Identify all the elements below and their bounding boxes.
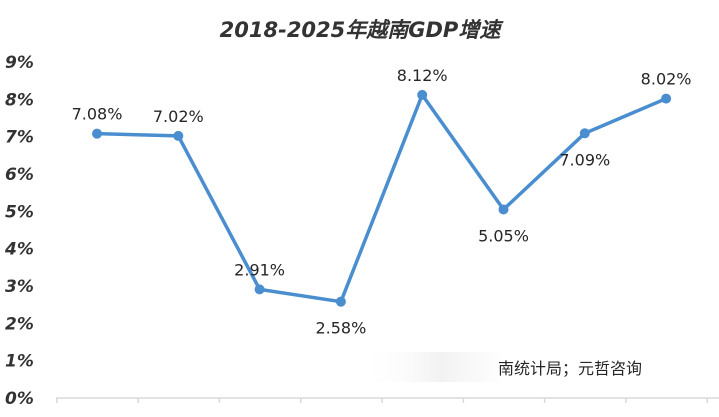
y-axis-ticks: 0% 1% 2% 3% 4% 5% 6% 7% 8% 9% [4, 53, 34, 409]
source-note-fade [360, 352, 505, 382]
data-label: 7.09% [559, 150, 610, 169]
data-point [498, 204, 509, 215]
y-tick-label: 7% [5, 128, 34, 148]
y-tick-label: 1% [5, 352, 34, 372]
data-label: 2.58% [315, 319, 366, 338]
data-point [254, 284, 265, 295]
data-label: 8.02% [641, 70, 692, 89]
x-axis-tick-marks [56, 398, 708, 403]
data-label: 7.08% [72, 105, 123, 124]
chart-title: 2018-2025年越南GDP增速 [220, 18, 505, 42]
data-points [92, 89, 672, 307]
data-point [173, 130, 184, 141]
data-point [92, 128, 102, 139]
source-note: 南统计局；元哲咨询 [498, 359, 642, 378]
data-point [661, 93, 672, 104]
data-label: 7.02% [153, 107, 204, 126]
y-tick-label: 4% [4, 240, 34, 260]
y-tick-label: 3% [5, 277, 34, 297]
y-tick-label: 0% [5, 389, 34, 409]
data-labels: 7.08% 7.02% 2.91% 2.58% 8.12% 5.05% 7.09% 8.02% [72, 66, 692, 338]
data-point [417, 89, 428, 100]
data-label: 2.91% [234, 260, 285, 279]
y-tick-label: 9% [5, 53, 34, 73]
y-tick-label: 8% [5, 90, 34, 110]
data-point [335, 296, 346, 307]
data-label: 8.12% [397, 66, 448, 85]
series-line [95, 93, 668, 304]
data-label: 5.05% [478, 226, 529, 245]
y-tick-label: 5% [5, 202, 34, 222]
data-point [579, 128, 590, 139]
y-tick-label: 6% [5, 165, 34, 185]
y-tick-label: 2% [5, 314, 34, 334]
